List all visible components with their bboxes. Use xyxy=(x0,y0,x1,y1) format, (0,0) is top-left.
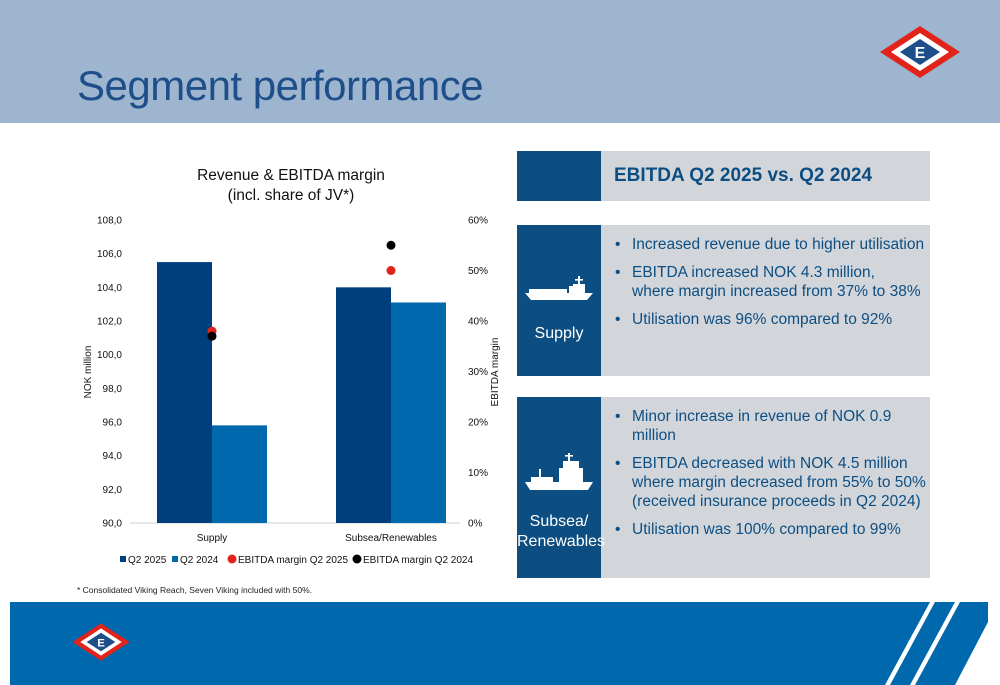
panel-header-title: EBITDA Q2 2025 vs. Q2 2024 xyxy=(614,165,873,186)
bullet-line: EBITDA increased NOK 4.3 million, xyxy=(632,264,875,281)
supply-bullet: Utilisation was 96% compared to 92% xyxy=(615,310,924,329)
margin-points xyxy=(207,240,396,341)
y-axis-title: NOK million xyxy=(83,346,94,399)
point-ebitda-margin-q2-2024 xyxy=(207,331,217,341)
y-tick-label: 100,0 xyxy=(97,350,122,361)
y-tick-label: 96,0 xyxy=(103,418,123,429)
chart-legend: Q2 2025 Q2 2024 EBITDA margin Q2 2025 EBITD… xyxy=(120,554,473,566)
footnote: * Consolidated Viking Reach, Seven Vikin… xyxy=(77,585,312,595)
segment-supply-label: Supply xyxy=(534,325,584,342)
logo-letter: E xyxy=(97,637,105,649)
logo-letter: E xyxy=(915,45,926,62)
legend-swatch xyxy=(120,556,126,562)
subsea-bullets: Minor increase in revenue of NOK 0.9 mil… xyxy=(615,407,930,548)
legend-marker xyxy=(352,554,362,564)
subsea-bullet: Minor increase in revenue of NOK 0.9 mil… xyxy=(615,407,930,445)
bullet-line: Minor increase in revenue of NOK 0.9 mil… xyxy=(632,408,892,444)
x-axis-labels: Supply Subsea/Renewables xyxy=(197,533,437,544)
chart-canvas: Revenue & EBITDA margin (incl. share of … xyxy=(83,167,500,566)
y2-tick-label: 0% xyxy=(468,519,483,530)
segment-subsea-label: Subsea/ Renewables xyxy=(517,512,605,552)
y-tick-label: 98,0 xyxy=(103,384,123,395)
chart-subtitle: (incl. share of JV*) xyxy=(228,187,355,204)
supply-bullets: Increased revenue due to higher utilisat… xyxy=(615,235,924,338)
supply-bullet: EBITDA increased NOK 4.3 million, where … xyxy=(615,263,924,301)
label-line: Subsea/ xyxy=(529,513,589,530)
bar-q2-2025 xyxy=(157,262,212,523)
x-tick-label: Subsea/Renewables xyxy=(345,533,437,544)
footer-band xyxy=(10,602,988,685)
y-tick-label: 108,0 xyxy=(97,216,122,227)
company-logo: E xyxy=(880,26,960,78)
point-ebitda-margin-q2-2025 xyxy=(386,266,396,275)
bullet-line: Increased revenue due to higher utilisat… xyxy=(632,236,925,253)
y2-axis-title: EBITDA margin xyxy=(490,338,500,407)
revenue-ebitda-chart: Revenue & EBITDA margin (incl. share of … xyxy=(60,150,500,600)
y-axis: 90,0 92,0 94,0 96,0 98,0 100,0 102,0 104,0 106,0… xyxy=(97,216,122,530)
y-tick-label: 94,0 xyxy=(103,451,123,462)
x-tick-label: Supply xyxy=(197,533,228,544)
bars xyxy=(157,262,446,523)
bullet-line: Utilisation was 96% compared to 92% xyxy=(632,311,893,328)
bullet-line: (received insurance proceeds in Q2 2024) xyxy=(632,493,921,510)
supply-vessel-icon xyxy=(525,276,593,300)
bullet-line: Utilisation was 100% compared to 99% xyxy=(632,521,901,538)
y-tick-label: 102,0 xyxy=(97,317,122,328)
y2-tick-label: 10% xyxy=(468,468,488,479)
segment-supply: Supply Increased revenue due to higher u… xyxy=(517,225,930,376)
bar-q2-2025 xyxy=(336,287,391,523)
segment-subsea-side: Subsea/ Renewables xyxy=(517,397,605,578)
y-tick-label: 90,0 xyxy=(103,519,123,530)
bullet-line: where margin increased from 37% to 38% xyxy=(632,283,921,300)
supply-bullet: Increased revenue due to higher utilisat… xyxy=(615,235,924,254)
y2-tick-label: 40% xyxy=(468,317,488,328)
y-tick-label: 104,0 xyxy=(97,283,122,294)
y-tick-label: 92,0 xyxy=(103,485,123,496)
segment-supply-side: Supply xyxy=(517,225,601,376)
legend-label: Q2 2024 xyxy=(180,555,219,566)
point-ebitda-margin-q2-2024 xyxy=(386,240,396,250)
panel-header: EBITDA Q2 2025 vs. Q2 2024 xyxy=(517,151,930,201)
panel-header-accent xyxy=(517,151,601,201)
y-tick-label: 106,0 xyxy=(97,249,122,260)
legend-label: EBITDA margin Q2 2024 xyxy=(363,555,473,566)
bullet-line: EBITDA decreased with NOK 4.5 million xyxy=(632,455,908,472)
chart-title: Revenue & EBITDA margin xyxy=(197,167,385,184)
header-band xyxy=(0,0,1000,123)
subsea-vessel-icon xyxy=(525,453,593,490)
legend-label: EBITDA margin Q2 2025 xyxy=(238,555,348,566)
bar-q2-2024 xyxy=(391,302,446,523)
segment-subsea: Subsea/ Renewables Minor increase in rev… xyxy=(517,397,930,578)
subsea-bullet: Utilisation was 100% compared to 99% xyxy=(615,520,930,539)
legend-swatch xyxy=(172,556,178,562)
page-title: Segment performance xyxy=(77,62,484,109)
y2-tick-label: 20% xyxy=(468,418,488,429)
label-line: Renewables xyxy=(517,533,606,550)
footer-logo: E xyxy=(72,623,130,661)
y2-tick-label: 60% xyxy=(468,216,488,227)
bar-q2-2024 xyxy=(212,425,267,523)
y2-axis: 0% 10% 20% 30% 40% 50% 60% xyxy=(468,216,488,530)
legend-marker xyxy=(227,554,237,564)
y2-tick-label: 30% xyxy=(468,367,488,378)
bullet-line: where margin decreased from 55% to 50% xyxy=(632,474,926,491)
y2-tick-label: 50% xyxy=(468,266,488,277)
legend-label: Q2 2025 xyxy=(128,555,167,566)
subsea-bullet: EBITDA decreased with NOK 4.5 million wh… xyxy=(615,454,930,511)
